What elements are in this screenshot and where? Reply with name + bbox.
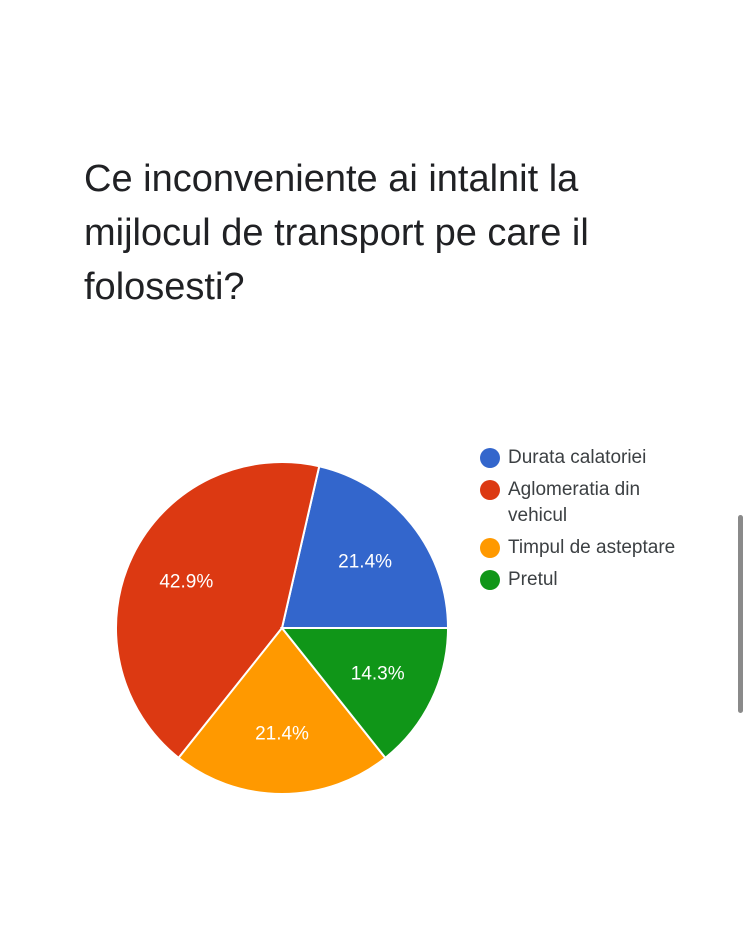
legend-swatch-timpul-de-asteptare (480, 538, 500, 558)
chart-legend: Durata calatoriei Aglomeratia din vehicu… (480, 445, 680, 599)
legend-swatch-durata-calatoriei (480, 448, 500, 468)
legend-item-durata-calatoriei: Durata calatoriei (480, 445, 680, 471)
pie-label-durata-calatoriei: 21.4% (338, 551, 392, 572)
pie-label-timpul-de-asteptare: 21.4% (255, 724, 309, 745)
legend-item-aglomeratia-din-vehicul: Aglomeratia din vehicul (480, 477, 680, 529)
pie-slice-durata-calatoriei (280, 465, 450, 629)
legend-label-pretul: Pretul (508, 569, 558, 590)
pie-slice-aglomeratia-din-vehicul (115, 461, 321, 760)
scrollbar-thumb[interactable] (738, 515, 743, 713)
legend-item-timpul-de-asteptare: Timpul de asteptare (480, 535, 680, 561)
pie-slice-timpul-de-asteptare (177, 626, 387, 795)
question-title: Ce inconveniente ai intalnit la mijlocul… (84, 158, 589, 308)
legend-swatch-aglomeratia-din-vehicul (480, 480, 500, 500)
legend-label-timpul-de-asteptare: Timpul de asteptare (508, 537, 676, 558)
legend-item-pretul: Pretul (480, 567, 680, 593)
legend-label-aglomeratia-din-vehicul: Aglomeratia din vehicul (508, 479, 641, 526)
pie-label-pretul: 14.3% (351, 664, 405, 685)
pie-slice-pretul (279, 627, 450, 760)
legend-swatch-pretul (480, 570, 500, 590)
pie-label-aglomeratia-din-vehicul: 42.9% (159, 571, 213, 592)
legend-label-durata-calatoriei: Durata calatoriei (508, 447, 647, 468)
